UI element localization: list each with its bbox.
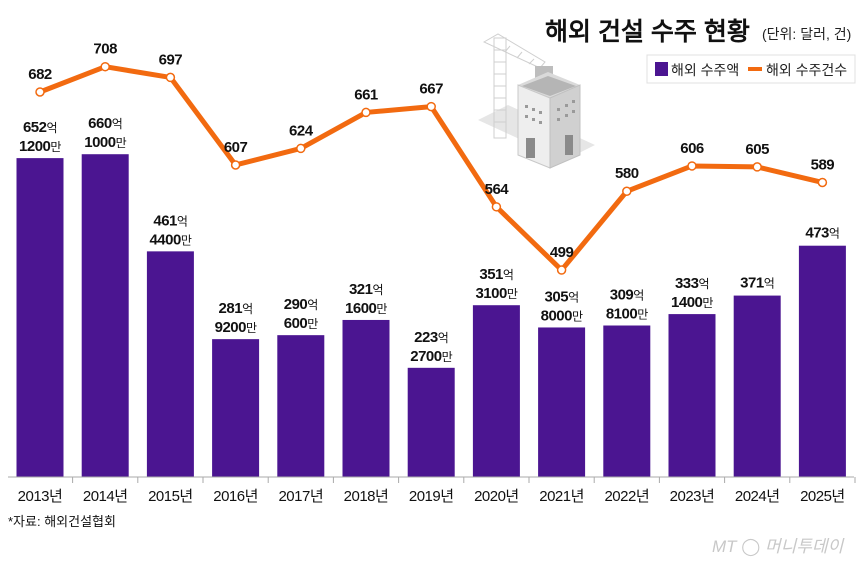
line-point bbox=[426, 101, 436, 112]
bar-value-label: 2700만 bbox=[410, 348, 452, 365]
bar-value-label: 8000만 bbox=[541, 307, 583, 324]
line-value-label: 661 bbox=[354, 86, 378, 103]
x-tick-label: 2025년 bbox=[800, 488, 845, 505]
bar-value-label: 660억 bbox=[88, 115, 122, 132]
legend-label-bar: 해외 수주액 bbox=[671, 62, 739, 78]
line-point bbox=[687, 161, 697, 171]
watermark-logo: MT ◯ 머니투데이 bbox=[712, 537, 845, 557]
x-tick-label: 2016년 bbox=[213, 488, 258, 505]
bar-value-label: 281억 bbox=[219, 300, 253, 317]
line-value-label: 605 bbox=[745, 141, 769, 158]
bar-2022년 bbox=[603, 325, 651, 477]
bar-value-label: 321억 bbox=[349, 281, 383, 298]
bar-2021년 bbox=[538, 327, 586, 477]
construction-building-illustration bbox=[478, 33, 595, 169]
line-value-label: 606 bbox=[680, 140, 704, 157]
bar-2025년 bbox=[798, 245, 846, 477]
line-value-label: 564 bbox=[485, 181, 510, 198]
bar-value-label: 309억 bbox=[610, 287, 644, 304]
x-tick-label: 2017년 bbox=[278, 488, 323, 505]
unit-note: (단위: 달러, 건) bbox=[762, 26, 851, 42]
x-tick-label: 2014년 bbox=[83, 488, 128, 505]
bar-2017년 bbox=[277, 335, 325, 477]
line-value-label: 682 bbox=[28, 66, 52, 83]
x-tick-label: 2023년 bbox=[670, 488, 715, 505]
legend-label-line: 해외 수주건수 bbox=[766, 62, 847, 78]
line-value-label: 708 bbox=[93, 41, 117, 58]
line-value-label: 499 bbox=[550, 244, 574, 261]
x-tick-label: 2013년 bbox=[18, 488, 63, 505]
bar-value-label: 223억 bbox=[414, 329, 448, 346]
line-point bbox=[100, 61, 110, 72]
line-value-label: 697 bbox=[159, 51, 183, 68]
line-value-label: 589 bbox=[811, 156, 835, 173]
bar-value-label: 1400만 bbox=[671, 294, 713, 311]
bar-value-label: 1000만 bbox=[84, 134, 126, 151]
bar-value-label: 4400만 bbox=[149, 231, 191, 248]
bar-2023년 bbox=[668, 314, 716, 477]
line-point bbox=[556, 265, 567, 275]
x-tick-label: 2021년 bbox=[539, 488, 584, 505]
line-point bbox=[230, 160, 241, 170]
bar-value-label: 305억 bbox=[545, 288, 579, 305]
bar-value-label: 461억 bbox=[153, 212, 187, 229]
x-tick-label: 2018년 bbox=[344, 488, 389, 505]
bar-value-label: 290억 bbox=[284, 296, 318, 313]
bar-2015년 bbox=[146, 251, 194, 477]
legend-swatch-line bbox=[748, 67, 762, 71]
bar-value-label: 351억 bbox=[479, 266, 513, 283]
x-tick-label: 2022년 bbox=[604, 488, 649, 505]
line-point bbox=[296, 143, 306, 154]
chart-title: 해외 건설 수주 현황 bbox=[545, 18, 750, 46]
line-point bbox=[35, 87, 45, 97]
bar-value-label: 600만 bbox=[284, 315, 319, 332]
line-value-label: 667 bbox=[419, 81, 443, 98]
bar-value-label: 652억 bbox=[23, 119, 57, 136]
line-value-label: 580 bbox=[615, 165, 639, 182]
bar-value-label: 371억 bbox=[740, 275, 774, 292]
bar-value-label: 333억 bbox=[675, 275, 709, 292]
bar-value-label: 3100만 bbox=[475, 285, 517, 302]
bar-2016년 bbox=[212, 339, 260, 477]
line-value-label: 607 bbox=[224, 139, 248, 156]
bar-value-label: 9200만 bbox=[215, 319, 257, 336]
x-tick-label: 2015년 bbox=[148, 488, 193, 505]
bar-2024년 bbox=[733, 295, 781, 477]
x-tick-label: 2020년 bbox=[474, 488, 519, 505]
bar-2013년 bbox=[16, 158, 64, 477]
line-point bbox=[752, 162, 762, 172]
line-point bbox=[361, 107, 371, 118]
bar-value-label: 8100만 bbox=[606, 306, 648, 323]
line-point bbox=[165, 72, 176, 83]
legend: 해외 수주액 해외 수주건수 bbox=[646, 54, 856, 84]
bar-2014년 bbox=[81, 154, 129, 477]
line-point bbox=[817, 177, 828, 188]
bar-2018년 bbox=[342, 319, 390, 477]
bar-2020년 bbox=[472, 305, 520, 477]
bar-value-label: 1200만 bbox=[19, 138, 61, 155]
bar-2019년 bbox=[407, 367, 455, 477]
source-note: *자료: 해외건설협회 bbox=[8, 514, 116, 529]
x-tick-label: 2024년 bbox=[735, 488, 780, 505]
bar-value-label: 473억 bbox=[805, 225, 839, 242]
bar-value-label: 1600만 bbox=[345, 300, 387, 317]
line-point bbox=[491, 202, 502, 212]
x-tick-label: 2019년 bbox=[409, 488, 454, 505]
line-point bbox=[622, 186, 632, 196]
line-value-label: 624 bbox=[289, 122, 314, 139]
legend-swatch-bar bbox=[655, 62, 668, 76]
